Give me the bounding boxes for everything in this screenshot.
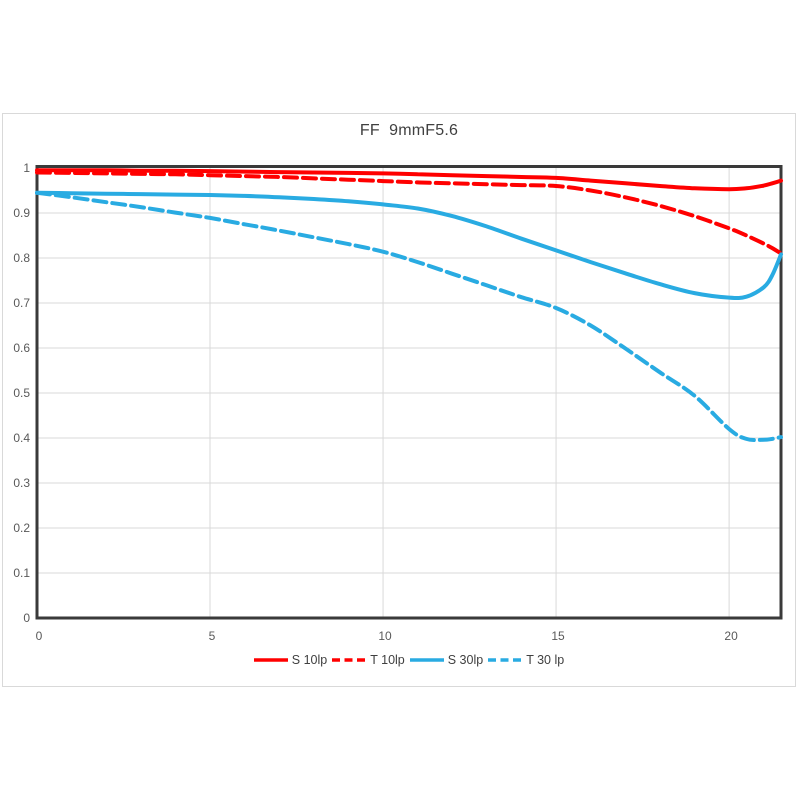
chart-legend: S 10lp T 10lp S 30lp T 30 lp [37, 653, 781, 667]
legend-label: S 30lp [447, 653, 484, 667]
y-tick-label: 0.4 [13, 431, 30, 445]
legend-line-sample [409, 658, 444, 662]
x-tick-label: 15 [551, 629, 565, 643]
y-tick-label: 0.7 [13, 296, 30, 310]
x-tick-label: 10 [378, 629, 392, 643]
legend-label: T 30 lp [526, 653, 565, 667]
x-tick-label: 5 [209, 629, 216, 643]
y-tick-label: 0.3 [13, 476, 30, 490]
series-line-s-30lp [35, 190, 783, 301]
legend-line-sample [332, 658, 367, 662]
legend-item-s-10lp: S 10lp [253, 653, 328, 667]
y-tick-label: 0.8 [13, 251, 30, 265]
y-tick-label: 0.2 [13, 521, 30, 535]
y-tick-label: 0.9 [13, 206, 30, 220]
legend-label: T 10lp [370, 653, 405, 667]
series-line-t-30-lp [35, 190, 783, 443]
y-tick-label: 1 [23, 161, 30, 175]
y-tick-label: 0.5 [13, 386, 30, 400]
legend-item-t-10lp: T 10lp [332, 653, 405, 667]
legend-item-s-30lp: S 30lp [409, 653, 484, 667]
x-tick-label: 0 [36, 629, 43, 643]
legend-item-t-30-lp: T 30 lp [488, 653, 564, 667]
chart-title: FF 9mmF5.6 [359, 122, 459, 139]
series-line-s-10lp [35, 168, 783, 192]
y-tick-label: 0 [23, 611, 30, 625]
plot-border [35, 165, 783, 620]
legend-line-sample [253, 658, 288, 662]
y-tick-label: 0.6 [13, 341, 30, 355]
series-line-t-10lp [35, 170, 783, 256]
legend-line-sample [488, 658, 523, 662]
y-tick-label: 0.1 [13, 566, 30, 580]
x-tick-label: 20 [724, 629, 738, 643]
legend-label: S 10lp [291, 653, 328, 667]
